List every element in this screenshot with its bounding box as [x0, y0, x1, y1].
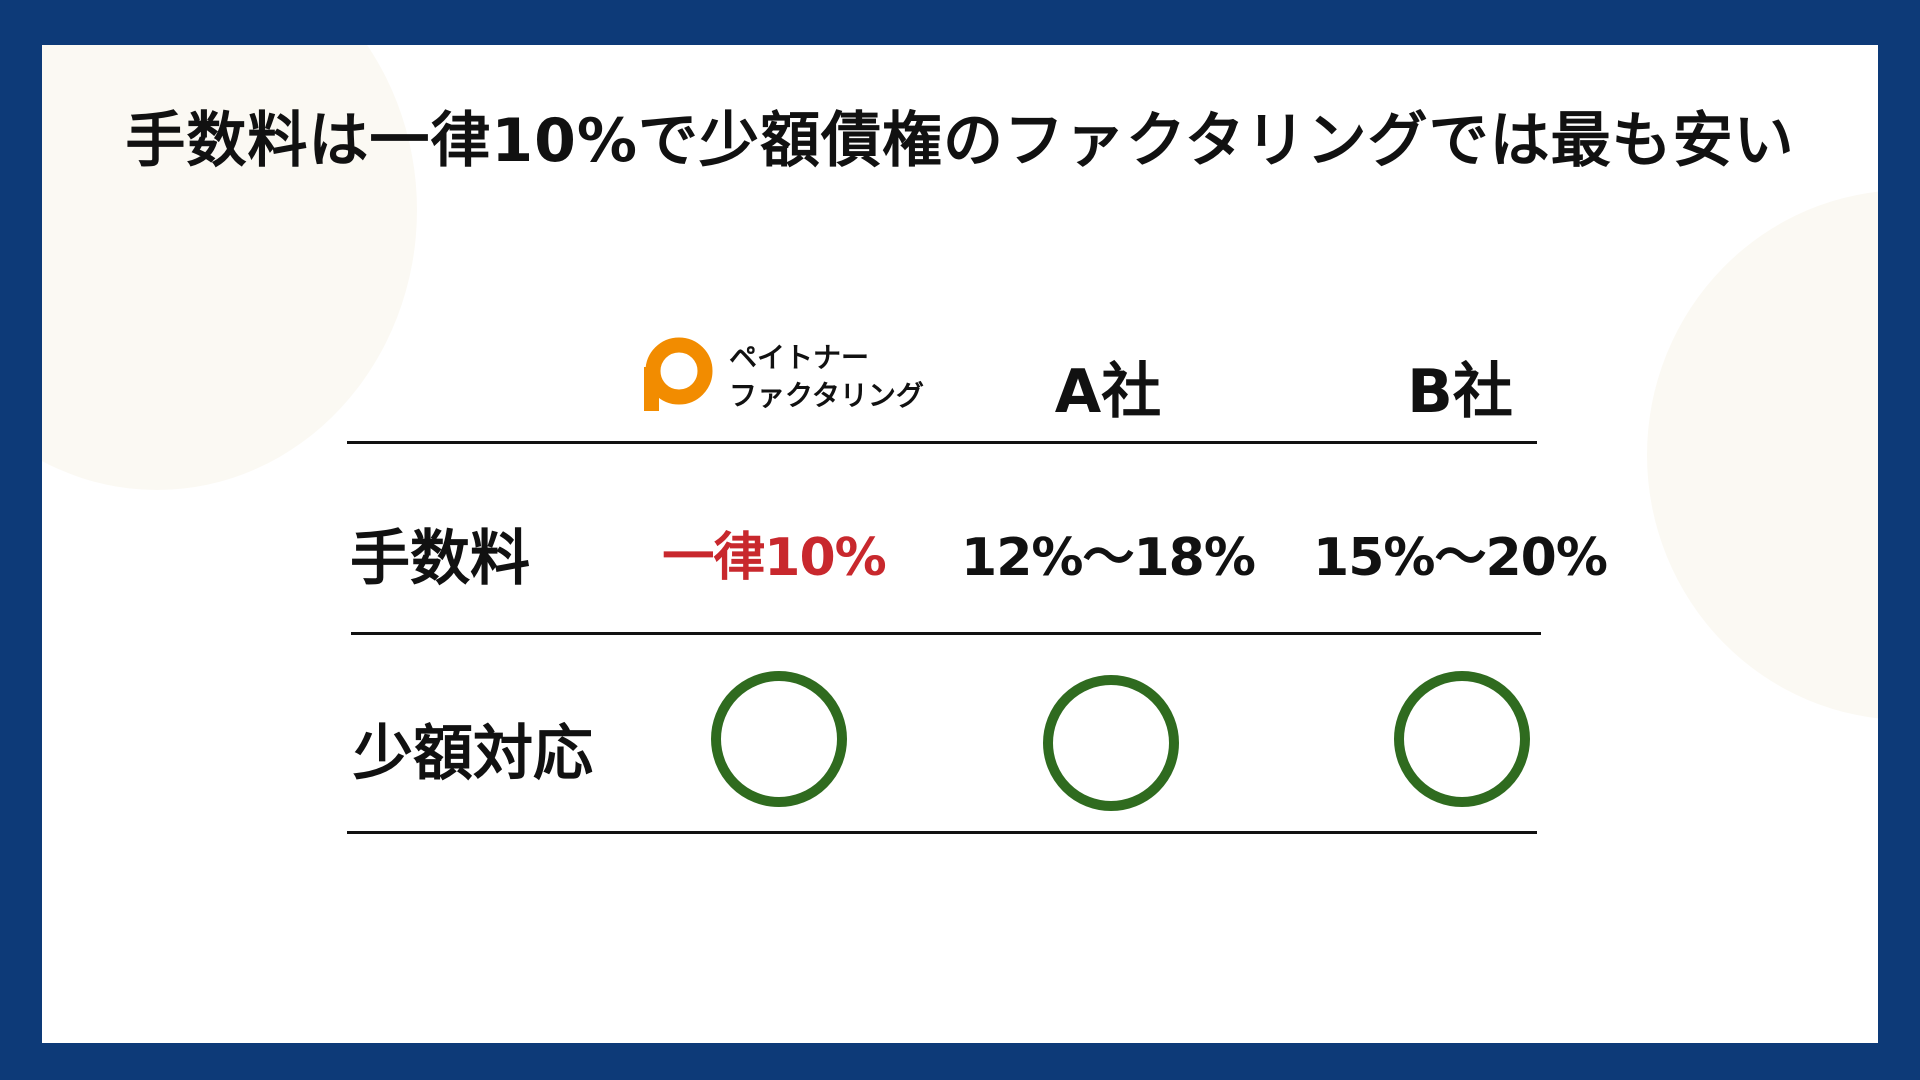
circle-icon [711, 671, 847, 807]
table-rule-top [347, 441, 1537, 444]
slide-title: 手数料は一律10%で少額債権のファクタリングでは最も安い [125, 106, 1795, 176]
column-header-b: B社 [1407, 357, 1513, 427]
column-header-a: A社 [1054, 357, 1162, 427]
logo-text-line2: ファクタリング [729, 379, 924, 412]
paytner-factoring-logo: ペイトナー ファクタリング [641, 337, 961, 417]
table-rule-middle [351, 632, 1541, 635]
fee-value-paytner: 一律10% [662, 528, 886, 588]
decorative-blob-right [1647, 190, 1878, 720]
p-logo-icon [644, 337, 713, 411]
row-label-fee: 手数料 [350, 524, 530, 594]
slide-panel [42, 45, 1878, 1043]
logo-text-line1: ペイトナー [729, 341, 870, 374]
logo-text: ペイトナー ファクタリング [729, 339, 969, 415]
fee-value-b: 15%〜20% [1313, 528, 1608, 588]
table-rule-bottom [347, 831, 1537, 834]
fee-value-a: 12%〜18% [961, 528, 1256, 588]
row-label-small-amount: 少額対応 [353, 719, 593, 789]
circle-icon [1394, 671, 1530, 807]
circle-icon [1043, 675, 1179, 811]
